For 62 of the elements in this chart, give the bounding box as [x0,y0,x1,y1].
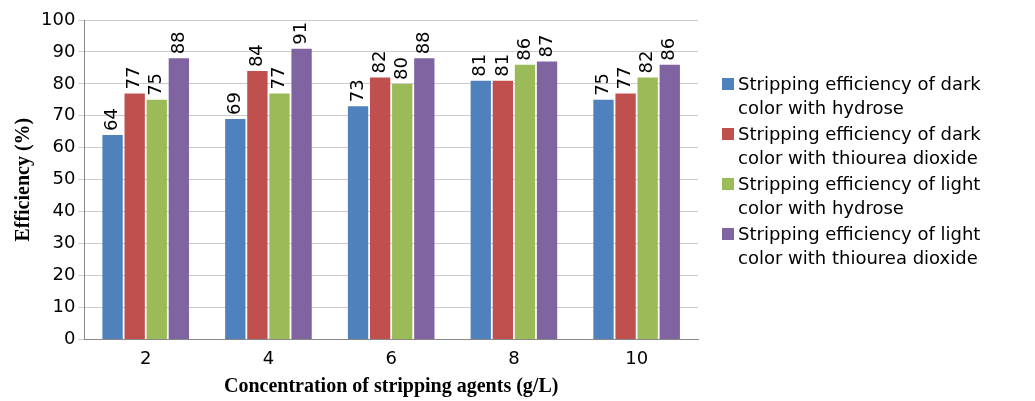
legend-label: Stripping efficiency of light color with thiourea dioxide [738,222,982,270]
bar [291,48,312,339]
data-label: 84 [245,44,267,68]
data-label: 82 [635,50,657,74]
data-label: 64 [100,108,122,131]
data-label: 86 [512,37,534,61]
y-tick-label: 10 [52,295,76,317]
y-tick-label: 20 [52,263,76,285]
bar [225,119,246,339]
y-tick-label: 40 [52,199,76,221]
legend-label: Stripping efficiency of dark color with hydrose [738,72,982,120]
bar [168,58,190,339]
data-label: 77 [122,66,144,90]
data-label: 80 [389,56,411,80]
bar [102,134,123,339]
data-label: 88 [411,31,433,55]
legend-label: Stripping efficiency of light color with hydrose [738,172,982,220]
bar [615,93,636,339]
bar [593,99,614,339]
data-label: 81 [468,53,490,77]
data-label: 73 [345,79,367,103]
bar [369,77,391,339]
bar [124,93,145,339]
data-label: 75 [144,72,166,96]
data-label: 86 [657,37,679,61]
y-tick-label: 80 [52,71,76,93]
data-label: 91 [289,21,311,45]
x-tick-label: 6 [385,346,397,368]
y-tick-label: 70 [52,103,76,125]
y-axis-title: Efficiency (%) [11,117,35,242]
bar [514,64,536,339]
y-tick-label: 50 [52,167,76,189]
data-label: 87 [534,34,556,58]
data-label: 75 [591,72,613,96]
y-tick-label: 100 [41,7,76,29]
bar [347,106,369,339]
y-tick-label: 0 [63,327,76,349]
x-tick-label: 8 [508,346,520,368]
bar [414,58,435,339]
bar [269,93,290,339]
bar [247,71,268,339]
data-label: 88 [166,31,188,55]
y-tick-label: 30 [52,231,76,253]
data-label: 81 [490,53,512,77]
data-label: 82 [367,50,389,74]
bar [146,99,167,339]
x-axis-title: Concentration of stripping agents (g/L) [223,374,559,398]
bar [492,80,514,339]
bar [536,61,558,339]
y-tick-label: 60 [52,135,76,157]
x-tick-label: 2 [139,346,152,368]
data-label: 77 [613,66,635,90]
x-tick-label: 10 [625,346,649,368]
bar [470,80,491,339]
legend-label: Stripping efficiency of dark color with thiourea dioxide [738,122,982,170]
bar [659,64,680,339]
bar [392,83,413,339]
y-tick-label: 90 [52,39,76,61]
bar [637,77,658,339]
data-label: 69 [222,92,244,116]
data-label: 77 [267,66,289,90]
x-tick-label: 4 [262,346,275,368]
